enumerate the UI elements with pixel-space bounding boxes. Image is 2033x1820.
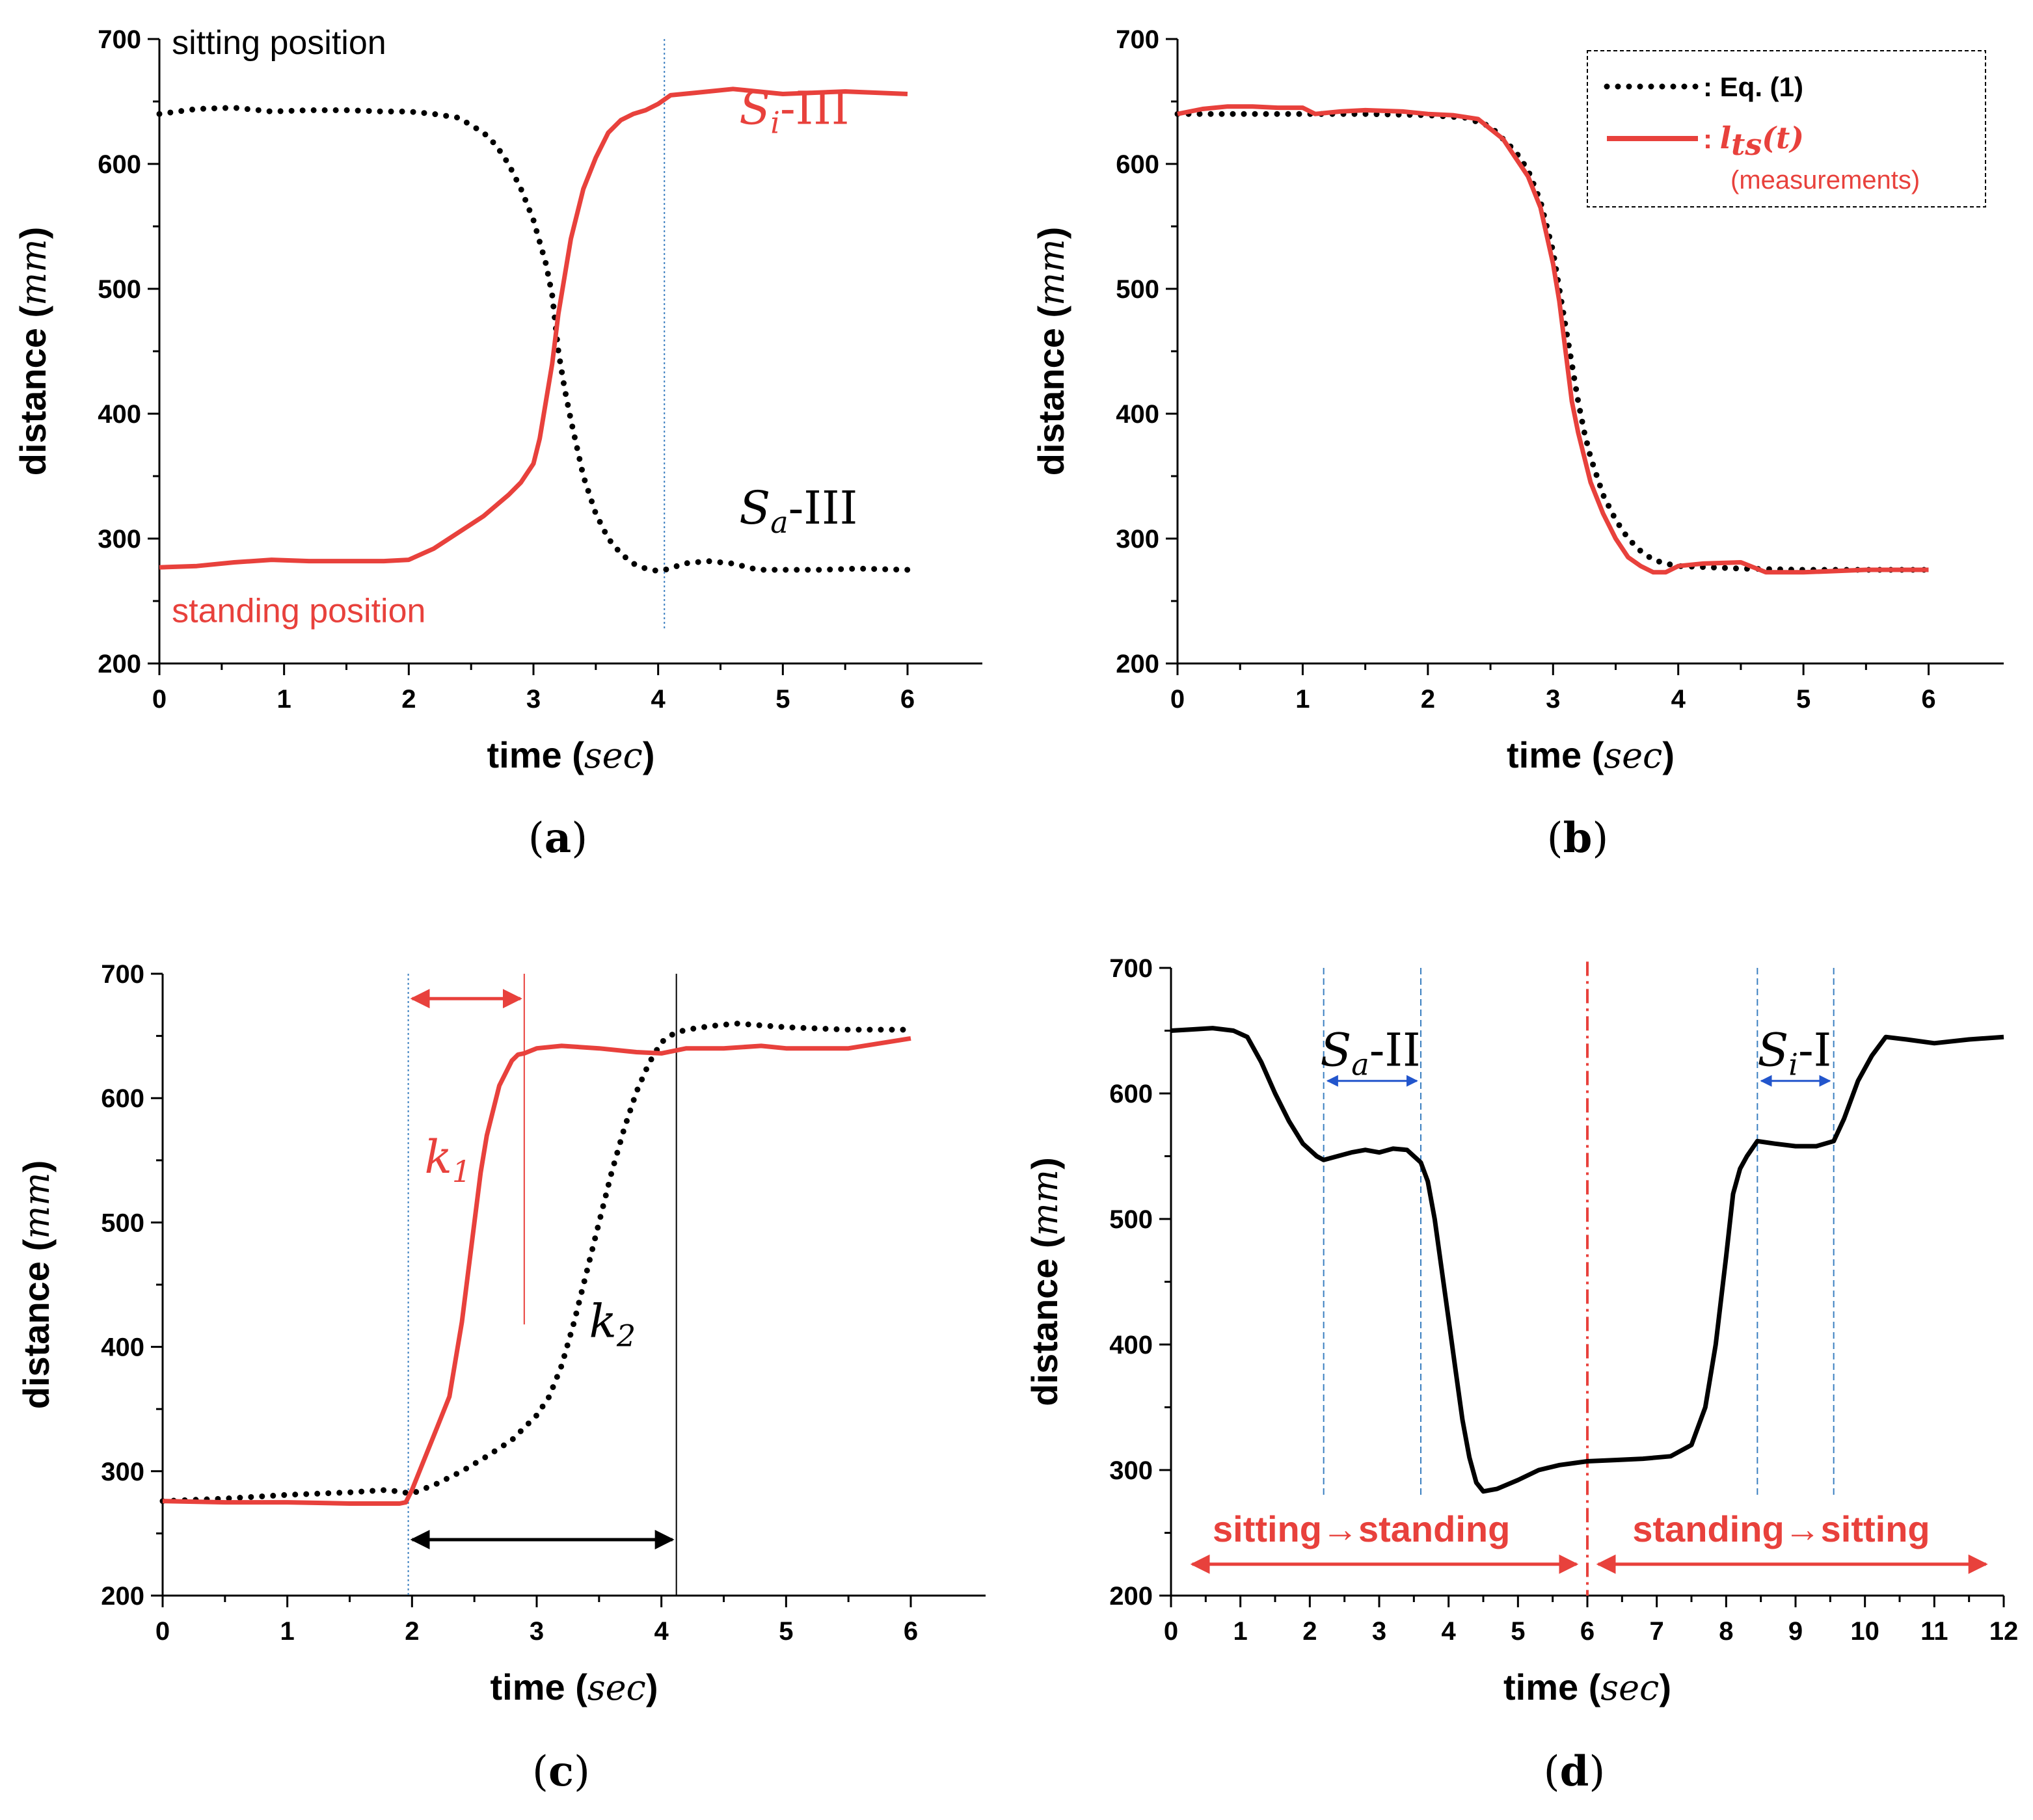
annotation-math: k1 (425, 1131, 472, 1189)
y-axis-title: distance (mm) (1024, 1157, 1066, 1406)
x-axis-title: time (sec) (1507, 734, 1675, 776)
x-tick-label: 6 (1580, 1617, 1595, 1646)
y-tick-label: 300 (1109, 1456, 1153, 1485)
series-line-k2 (159, 1021, 914, 1505)
y-tick-label: 700 (101, 960, 144, 989)
x-tick-label: 12 (1989, 1617, 2019, 1646)
x-tick-label: 1 (280, 1617, 295, 1646)
x-tick-label: 1 (1233, 1617, 1248, 1646)
annotation-text: sitting→standing (1213, 1508, 1510, 1549)
y-tick-label: 400 (1109, 1331, 1153, 1359)
y-tick-label: 200 (1116, 650, 1159, 678)
x-tick-label: 9 (1788, 1617, 1803, 1646)
x-axis-title: time (sec) (491, 1666, 658, 1708)
y-tick-label: 300 (101, 1458, 144, 1486)
annotation-text: sitting position (172, 24, 386, 62)
y-axis-title: distance (mm) (1030, 227, 1072, 476)
x-tick-label: 3 (1546, 685, 1560, 714)
y-tick-label: 200 (98, 650, 141, 678)
x-tick-label: 0 (1170, 685, 1185, 714)
y-axis-title: distance (mm) (16, 1160, 57, 1410)
y-tick-label: 500 (98, 275, 141, 304)
x-tick-label: 5 (1796, 685, 1811, 714)
y-tick-label: 700 (98, 25, 141, 54)
y-tick-label: 500 (1116, 275, 1159, 304)
panel-label: (a) (528, 814, 587, 863)
y-tick-label: 200 (1109, 1582, 1153, 1611)
series-line-si-iii (159, 87, 908, 570)
y-tick-label: 600 (1109, 1080, 1153, 1108)
annotation-text: standing position (172, 593, 425, 630)
panel-label: (d) (1544, 1747, 1606, 1796)
x-tick-label: 6 (904, 1617, 918, 1646)
x-tick-label: 2 (405, 1617, 419, 1646)
x-tick-label: 1 (277, 685, 291, 714)
y-tick-label: 400 (101, 1333, 144, 1362)
x-tick-label: 1 (1295, 685, 1310, 714)
y-tick-label: 300 (98, 525, 141, 554)
x-tick-label: 4 (651, 685, 666, 714)
panel-b: 0 1 2 3 4 5 6 200 300 400 500 600 700 time (sec) dista… (1030, 25, 2004, 863)
x-tick-label: 6 (1921, 685, 1935, 714)
y-tick-label: 500 (1109, 1205, 1153, 1234)
x-tick-label: 5 (775, 685, 790, 714)
panel-label: (c) (532, 1747, 590, 1796)
x-tick-label: 6 (900, 685, 915, 714)
legend-label-measurement: : lts(t) (1703, 120, 1804, 162)
annotation-math: Sa-III (739, 481, 857, 540)
x-tick-label: 11 (1920, 1617, 1948, 1646)
y-tick-label: 700 (1109, 954, 1153, 983)
y-tick-label: 500 (101, 1209, 144, 1237)
panel-label: (b) (1547, 814, 1609, 863)
y-tick-label: 600 (101, 1084, 144, 1113)
annotation-math: Si-III (739, 82, 849, 141)
y-tick-label: 400 (98, 400, 141, 429)
x-tick-label: 3 (530, 1617, 544, 1646)
x-tick-label: 2 (1421, 685, 1435, 714)
x-tick-label: 2 (1302, 1617, 1317, 1646)
x-tick-label: 2 (401, 685, 416, 714)
y-tick-label: 600 (1116, 150, 1159, 179)
x-tick-label: 5 (1511, 1617, 1525, 1646)
x-tick-label: 5 (779, 1617, 793, 1646)
x-tick-label: 4 (1442, 1617, 1457, 1646)
legend-box (1587, 50, 1986, 207)
annotation-math: Sa-II (1320, 1024, 1420, 1082)
x-tick-label: 0 (152, 685, 167, 714)
x-tick-label: 0 (1164, 1617, 1178, 1646)
y-tick-label: 700 (1116, 25, 1159, 54)
series-line-sa-iii (156, 105, 911, 574)
panel-a: 0 1 2 3 4 5 6 200 300 400 500 600 700 time (sec) dista… (12, 24, 982, 863)
x-tick-label: 4 (654, 1617, 669, 1646)
x-axis-title: time (sec) (487, 734, 655, 776)
y-tick-label: 300 (1116, 525, 1159, 554)
x-tick-label: 10 (1850, 1617, 1879, 1646)
annotation-text: standing→sitting (1632, 1508, 1930, 1549)
x-tick-label: 8 (1719, 1617, 1733, 1646)
legend-note: (measurements) (1730, 166, 1920, 194)
panel-c: 0 1 2 3 4 5 6 200 300 400 500 600 700 time (sec) dista… (16, 960, 986, 1796)
legend-label-eq1: : Eq. (1) (1703, 72, 1803, 102)
series-line-distance (1170, 1026, 2004, 1494)
x-tick-label: 0 (155, 1617, 170, 1646)
x-tick-label: 7 (1650, 1617, 1664, 1646)
annotation-math: Si-I (1757, 1024, 1831, 1082)
y-tick-label: 600 (98, 150, 141, 179)
series-line-lts-t-measurements- (1177, 104, 1929, 575)
y-axis-title: distance (mm) (12, 227, 54, 476)
y-tick-label: 200 (101, 1582, 144, 1611)
x-tick-label: 3 (526, 685, 541, 714)
series-line-k1 (162, 1036, 911, 1506)
y-tick-label: 400 (1116, 400, 1159, 429)
x-tick-label: 3 (1372, 1617, 1386, 1646)
annotation-math: k2 (589, 1294, 636, 1353)
x-tick-label: 4 (1671, 685, 1686, 714)
x-axis-title: time (sec) (1503, 1666, 1671, 1708)
